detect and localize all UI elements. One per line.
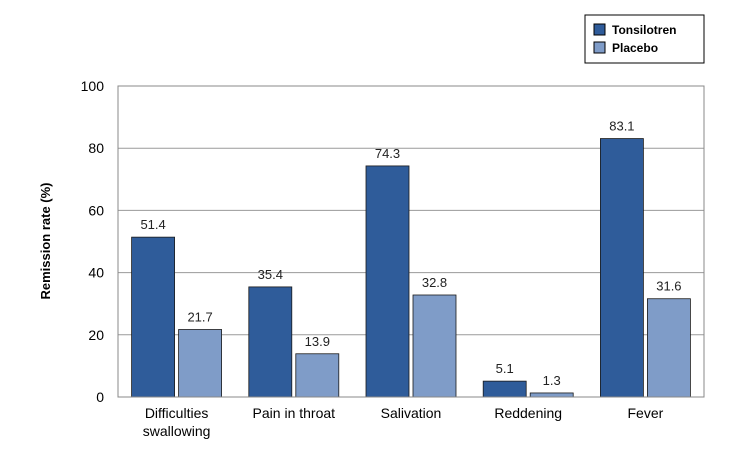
y-tick-label: 0 (96, 389, 104, 405)
data-label: 21.7 (187, 310, 212, 325)
legend-label-tonsilotren: Tonsilotren (612, 23, 676, 37)
y-tick-label: 40 (88, 265, 104, 281)
data-labels: 51.4 21.7 35.4 13.9 74.3 32.8 5.1 1.3 83.1 31.6 (140, 119, 681, 388)
legend-swatch-tonsilotren (593, 23, 606, 36)
data-label: 5.1 (496, 361, 514, 376)
bar-placebo (412, 294, 457, 398)
y-tick-label: 80 (88, 140, 104, 156)
x-category-label: Difficulties (145, 405, 209, 421)
y-tick-label: 20 (88, 327, 104, 343)
data-label: 32.8 (422, 275, 447, 290)
legend: Tonsilotren Placebo (584, 14, 705, 64)
data-label: 1.3 (543, 373, 561, 388)
bar-tonsilotren (600, 138, 644, 398)
bar-tonsilotren (365, 165, 410, 398)
bars (131, 138, 691, 398)
legend-box (584, 14, 705, 64)
data-label: 74.3 (375, 146, 400, 161)
bar-placebo (295, 353, 340, 398)
x-category-label: Fever (628, 405, 664, 421)
x-category-label: swallowing (143, 423, 211, 439)
data-label: 31.6 (656, 279, 681, 294)
bar-tonsilotren (248, 286, 293, 398)
plot-area-frame (117, 85, 705, 398)
bar-placebo (529, 392, 574, 398)
data-label: 13.9 (305, 334, 330, 349)
data-label: 35.4 (258, 267, 283, 282)
data-label: 83.1 (609, 119, 634, 134)
y-axis-title: Remission rate (%) (38, 182, 53, 299)
x-category-label: Salivation (381, 405, 442, 421)
bar-placebo (178, 329, 223, 398)
y-tick-label: 100 (81, 78, 105, 94)
y-tick-label: 60 (88, 202, 104, 218)
data-label: 51.4 (140, 217, 165, 232)
y-axis-ticks: 0 20 40 60 80 100 (81, 78, 105, 405)
legend-label-placebo: Placebo (612, 41, 658, 55)
legend-swatch-placebo (593, 41, 606, 54)
bar-tonsilotren (131, 236, 176, 398)
x-axis-labels: Difficulties swallowing Pain in throat Sali… (143, 405, 664, 439)
bar-tonsilotren (482, 380, 527, 398)
x-category-label: Pain in throat (253, 405, 336, 421)
bar-placebo (647, 298, 691, 398)
x-category-label: Reddening (494, 405, 562, 421)
